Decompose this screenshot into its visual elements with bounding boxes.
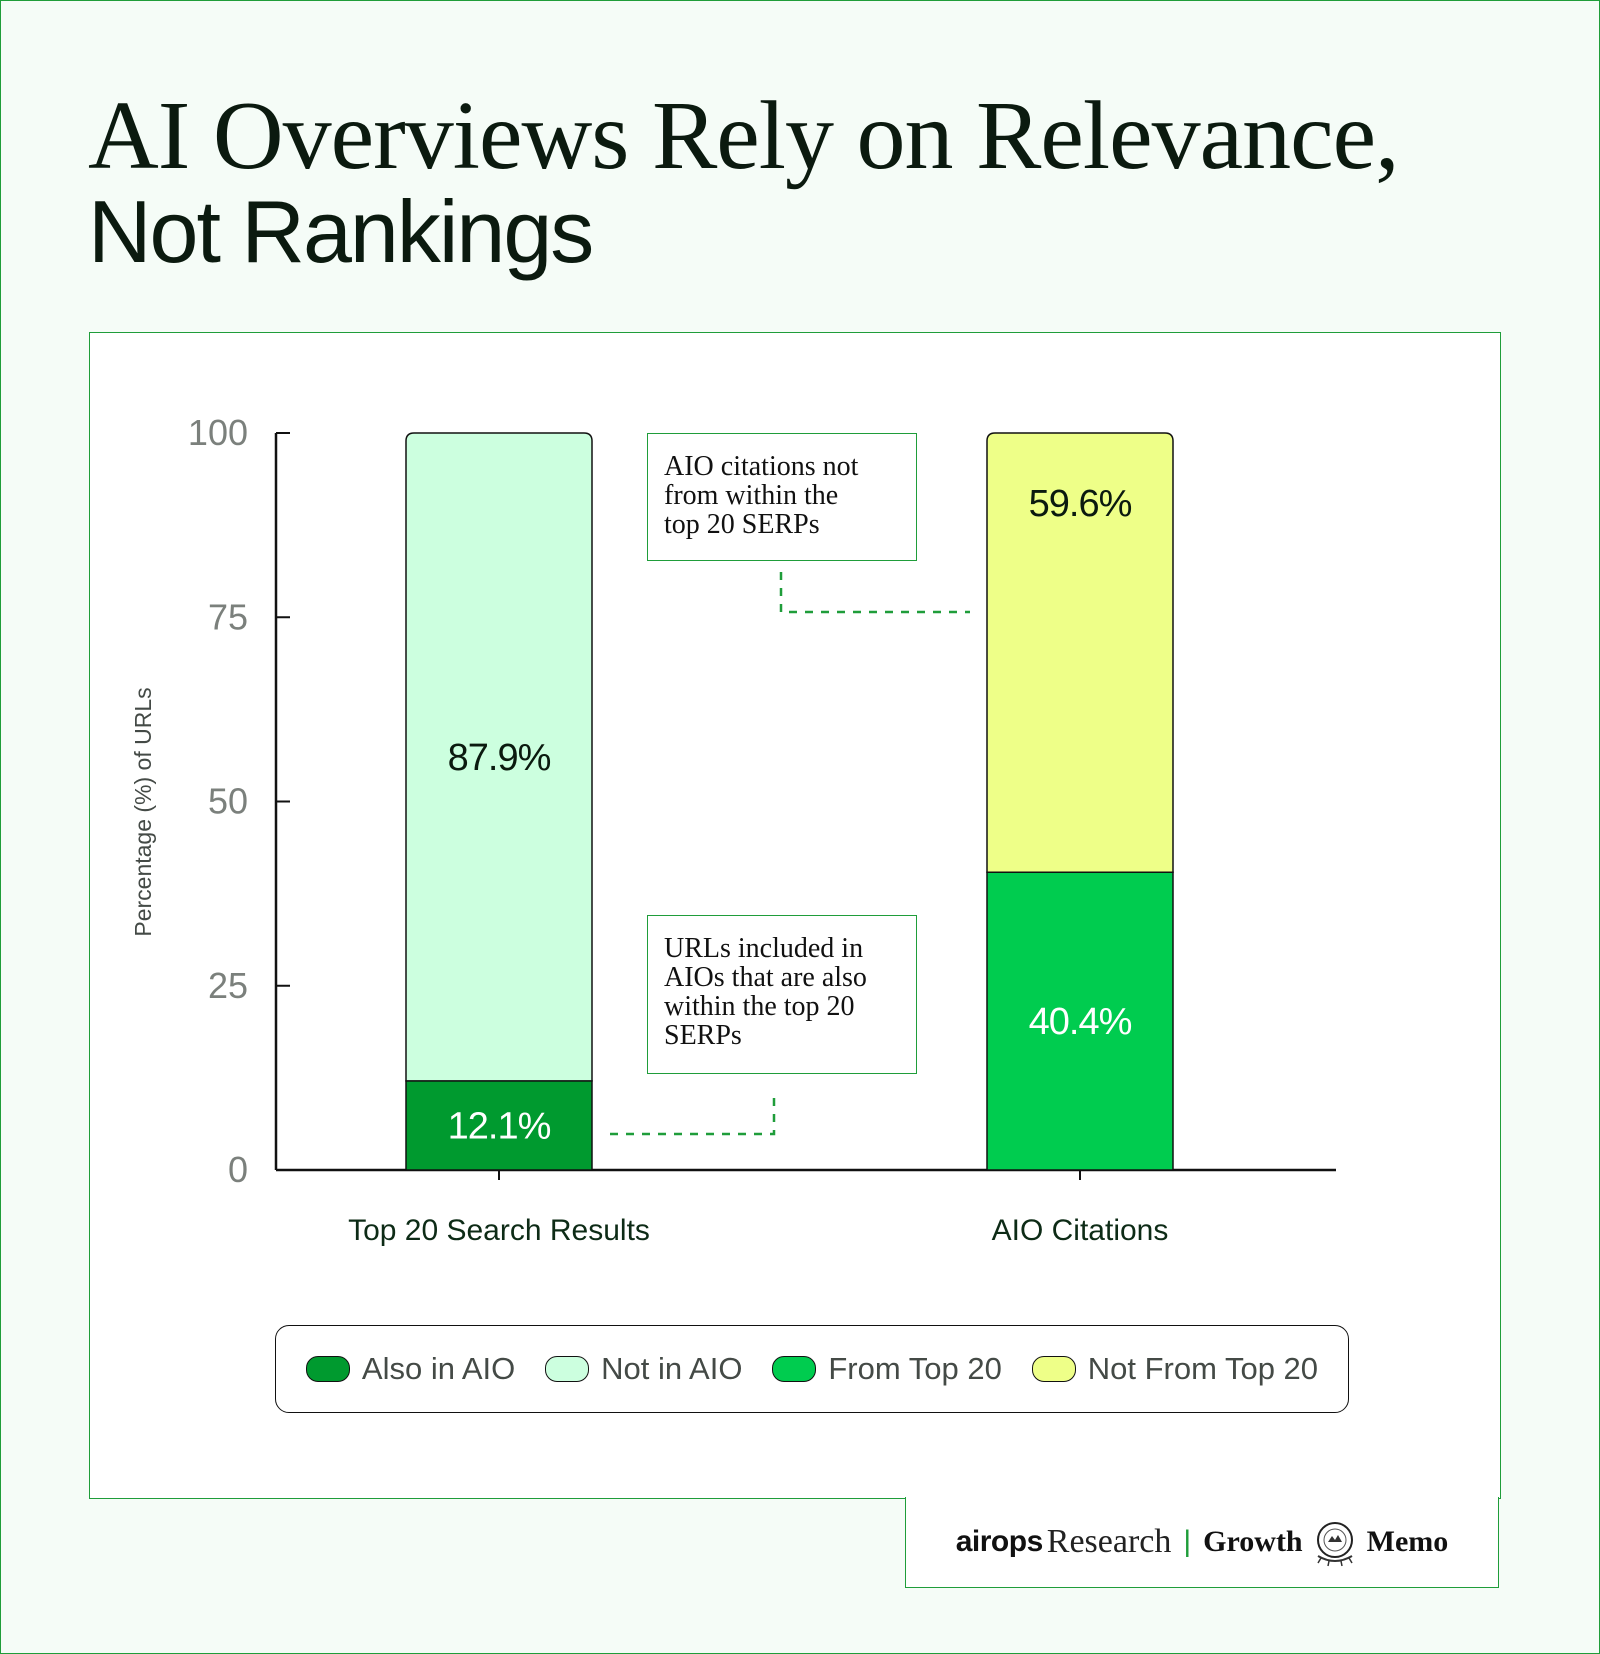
- airops-logo: airops: [955, 1525, 1044, 1558]
- y-tick-label-75: 75: [208, 596, 248, 637]
- chart-bars: 12.1% 87.9% 40.4% 59.6%: [405, 432, 1174, 1171]
- memo-label: Memo: [1366, 1525, 1449, 1558]
- y-axis-label: Percentage (%) of URLs: [130, 687, 156, 936]
- growth-memo-seal-icon: [1316, 1522, 1353, 1567]
- legend-swatch: [305, 1356, 350, 1382]
- legend-label: Not in AIO: [601, 1351, 743, 1386]
- y-tick-label-50: 50: [208, 781, 248, 822]
- legend-swatch: [1031, 1356, 1076, 1382]
- data-label-0-0: 12.1%: [448, 1105, 551, 1147]
- title-line-1: AI Overviews Rely on Relevance,: [88, 82, 1400, 190]
- annotation-bottom-line-3: within the top 20: [664, 991, 855, 1022]
- y-tick-label-25: 25: [208, 965, 248, 1006]
- footer-branding: airops Research | Growth Memo: [905, 1497, 1499, 1588]
- data-label-0-1: 87.9%: [448, 737, 551, 779]
- brand-separator: |: [1183, 1525, 1192, 1558]
- y-tick-label-100: 100: [188, 412, 248, 453]
- annotation-top-line-3: top 20 SERPs: [664, 509, 820, 540]
- title-line-2: Not Rankings: [88, 182, 594, 281]
- connector-top: [779, 572, 970, 614]
- legend-item-also-in-aio: Also in AIO: [305, 1351, 516, 1387]
- annotation-top-line-2: from within the: [664, 480, 839, 511]
- legend-item-not-from-top-20: Not From Top 20: [1031, 1351, 1319, 1387]
- x-tick-label-0: Top 20 Search Results: [348, 1214, 650, 1247]
- page-title: AI Overviews Rely on Relevance, Not Rank…: [88, 82, 1400, 281]
- legend-item-from-top-20: From Top 20: [772, 1351, 1002, 1387]
- legend-item-not-in-aio: Not in AIO: [545, 1351, 742, 1387]
- annotation-also-in-top20: URLs included in AIOs that are also within…: [647, 915, 917, 1074]
- x-tick-label-1: AIO Citations: [992, 1214, 1169, 1247]
- legend-label: Not From Top 20: [1087, 1351, 1319, 1386]
- legend-label: From Top 20: [828, 1351, 1002, 1386]
- annotation-connectors: [610, 572, 970, 1136]
- data-label-1-1: 59.6%: [1029, 483, 1132, 525]
- annotation-bottom-line-4: SERPs: [664, 1020, 742, 1051]
- bar-0-not-in-aio: [405, 432, 593, 1082]
- connector-bottom: [610, 1090, 776, 1136]
- annotation-top-line-1: AIO citations not: [664, 451, 859, 482]
- legend-label: Also in AIO: [361, 1351, 516, 1386]
- annotation-bottom-line-1: URLs included in: [664, 933, 864, 964]
- legend-swatch: [545, 1356, 590, 1382]
- annotation-not-from-top20: AIO citations not from within the top 20 S…: [647, 433, 917, 561]
- y-tick-label-0: 0: [228, 1149, 248, 1190]
- legend: Also in AIO Not in AIO From Top 20 Not From…: [275, 1325, 1349, 1413]
- legend-swatch: [772, 1356, 817, 1382]
- bar-1-not-from-top-20: [986, 432, 1174, 874]
- research-label: Research: [1046, 1523, 1172, 1560]
- annotation-bottom-line-2: AIOs that are also: [664, 962, 867, 993]
- data-label-1-0: 40.4%: [1029, 1001, 1132, 1043]
- growth-label: Growth: [1203, 1525, 1303, 1558]
